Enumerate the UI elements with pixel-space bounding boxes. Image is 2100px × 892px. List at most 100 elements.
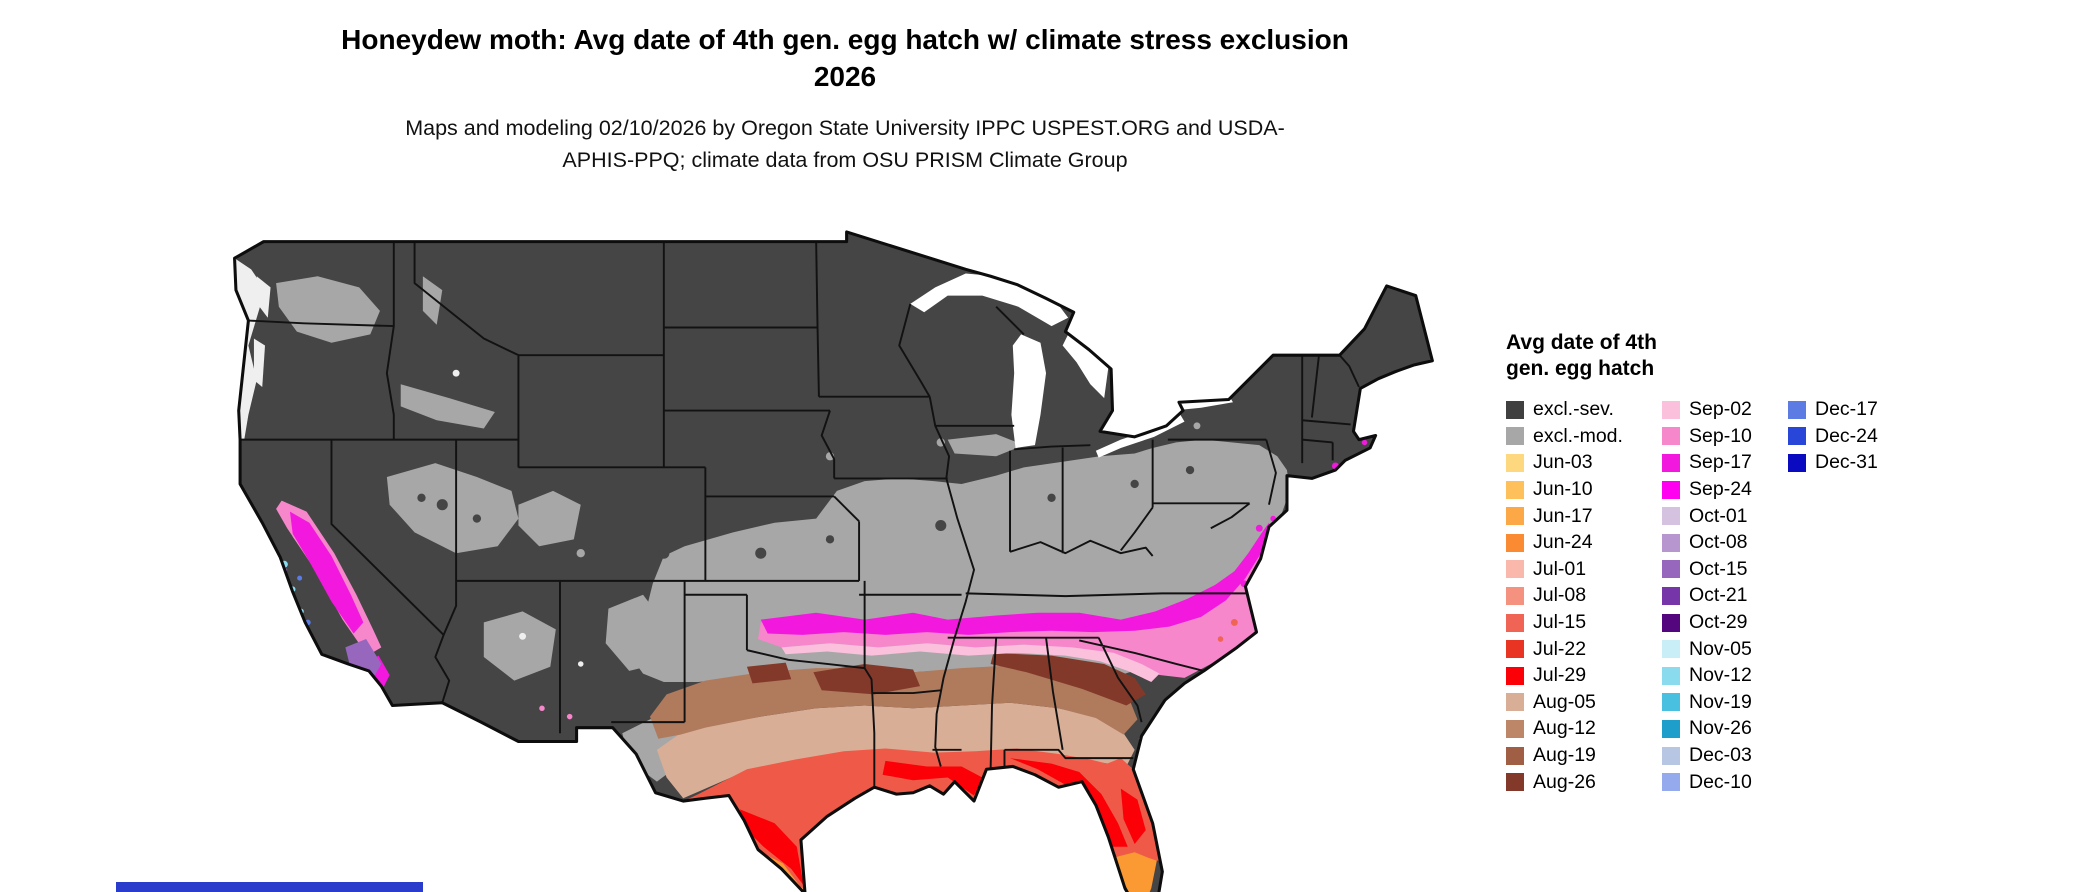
legend-swatch [1662, 746, 1680, 765]
legend-item: Nov-12 [1662, 662, 1788, 689]
legend-title: Avg date of 4th gen. egg hatch [1506, 331, 1657, 381]
legend-label: Sep-02 [1689, 398, 1752, 421]
legend-label: Oct-01 [1689, 504, 1748, 527]
legend-item: Sep-02 [1662, 397, 1788, 424]
legend-item: Jun-17 [1506, 503, 1662, 530]
legend-item: Jun-10 [1506, 476, 1662, 503]
legend-label: Oct-29 [1689, 611, 1748, 634]
legend-swatch [1506, 773, 1524, 792]
legend-label: Nov-26 [1689, 717, 1752, 740]
legend-swatch [1662, 719, 1680, 738]
legend-item: Sep-24 [1662, 476, 1788, 503]
legend-item: excl.-sev. [1506, 397, 1662, 424]
legend-item: Jul-29 [1506, 662, 1662, 689]
legend-label: Jun-24 [1533, 531, 1593, 554]
legend-label: Aug-12 [1533, 717, 1596, 740]
legend-label: Sep-10 [1689, 424, 1752, 447]
legend-item: excl.-mod. [1506, 423, 1662, 450]
legend-swatch [1506, 746, 1524, 765]
legend-label: Jul-01 [1533, 557, 1587, 580]
legend-item: Nov-05 [1662, 636, 1788, 663]
legend-item: Jul-08 [1506, 583, 1662, 610]
legend-label: excl.-sev. [1533, 398, 1614, 421]
legend-item: Dec-31 [1788, 450, 1878, 477]
region-september [276, 439, 1368, 720]
legend-label: excl.-mod. [1533, 424, 1623, 447]
map-subtitle: Maps and modeling 02/10/2026 by Oregon S… [405, 115, 1285, 173]
lake-superior [910, 273, 1069, 327]
legend-item: Aug-19 [1506, 742, 1662, 769]
legend-label: Dec-31 [1815, 451, 1878, 474]
legend-swatch [1788, 400, 1806, 419]
us-map [165, 207, 1495, 892]
legend-swatch [1788, 453, 1806, 472]
legend-label: Jul-29 [1533, 664, 1587, 687]
legend-item: Nov-19 [1662, 689, 1788, 716]
legend-label: Dec-10 [1689, 770, 1752, 793]
legend-label: Jun-17 [1533, 504, 1593, 527]
legend-column: excl.-sev. excl.-mod. Jun-03 Jun-10 Jun-17 Ju… [1506, 397, 1662, 796]
legend-item: Aug-26 [1506, 769, 1662, 796]
header: Honeydew moth: Avg date of 4th gen. egg … [0, 22, 1690, 176]
legend-swatch [1662, 640, 1680, 659]
legend-swatch [1506, 586, 1524, 605]
legend-label: Sep-17 [1689, 451, 1752, 474]
legend-swatch [1662, 533, 1680, 552]
map-title: Honeydew moth: Avg date of 4th gen. egg … [341, 24, 1349, 92]
legend-label: Jul-22 [1533, 637, 1587, 660]
legend-item: Aug-12 [1506, 716, 1662, 743]
legend-item: Sep-10 [1662, 423, 1788, 450]
legend-label: Dec-03 [1689, 744, 1752, 767]
legend-swatch [1506, 640, 1524, 659]
legend-item: Aug-05 [1506, 689, 1662, 716]
legend-label: Oct-21 [1689, 584, 1748, 607]
legend-swatch [1506, 427, 1524, 446]
legend-swatch [1662, 400, 1680, 419]
state-borders [240, 241, 1360, 788]
legend-label: Nov-19 [1689, 690, 1752, 713]
legend-label: Nov-12 [1689, 664, 1752, 687]
legend-swatch [1662, 773, 1680, 792]
legend-item: Jul-22 [1506, 636, 1662, 663]
legend-columns: excl.-sev. excl.-mod. Jun-03 Jun-10 Jun-17 Ju… [1506, 397, 1878, 796]
legend-swatch [1506, 533, 1524, 552]
region-june [757, 852, 1157, 892]
legend-swatch [1662, 560, 1680, 579]
legend-swatch [1506, 400, 1524, 419]
legend-item: Oct-29 [1662, 609, 1788, 636]
us-map-svg [233, 230, 1434, 892]
legend-label: Oct-08 [1689, 531, 1748, 554]
legend-swatch [1788, 427, 1806, 446]
legend: Avg date of 4th gen. egg hatch excl.-sev… [1506, 330, 1878, 795]
legend-item: Jun-24 [1506, 529, 1662, 556]
legend-swatch [1506, 693, 1524, 712]
legend-item: Oct-21 [1662, 583, 1788, 610]
legend-swatch [1662, 586, 1680, 605]
legend-label: Sep-24 [1689, 478, 1752, 501]
legend-swatch [1506, 480, 1524, 499]
legend-item: Jul-01 [1506, 556, 1662, 583]
legend-label: Aug-05 [1533, 690, 1596, 713]
legend-label: Jun-03 [1533, 451, 1593, 474]
legend-swatch [1506, 453, 1524, 472]
legend-swatch [1506, 719, 1524, 738]
legend-label: Aug-26 [1533, 770, 1596, 793]
legend-swatch [1506, 507, 1524, 526]
legend-item: Dec-10 [1662, 769, 1788, 796]
legend-swatch [1662, 666, 1680, 685]
legend-item: Dec-17 [1788, 397, 1878, 424]
legend-swatch [1662, 693, 1680, 712]
legend-label: Dec-17 [1815, 398, 1878, 421]
legend-item: Dec-03 [1662, 742, 1788, 769]
legend-item: Oct-15 [1662, 556, 1788, 583]
legend-swatch [1662, 507, 1680, 526]
legend-swatch [1662, 480, 1680, 499]
bottom-blue-bar [116, 882, 423, 892]
legend-item: Nov-26 [1662, 716, 1788, 743]
legend-swatch [1662, 453, 1680, 472]
legend-item: Oct-01 [1662, 503, 1788, 530]
legend-item: Jul-15 [1506, 609, 1662, 636]
legend-label: Jul-15 [1533, 611, 1587, 634]
legend-item: Jun-03 [1506, 450, 1662, 477]
